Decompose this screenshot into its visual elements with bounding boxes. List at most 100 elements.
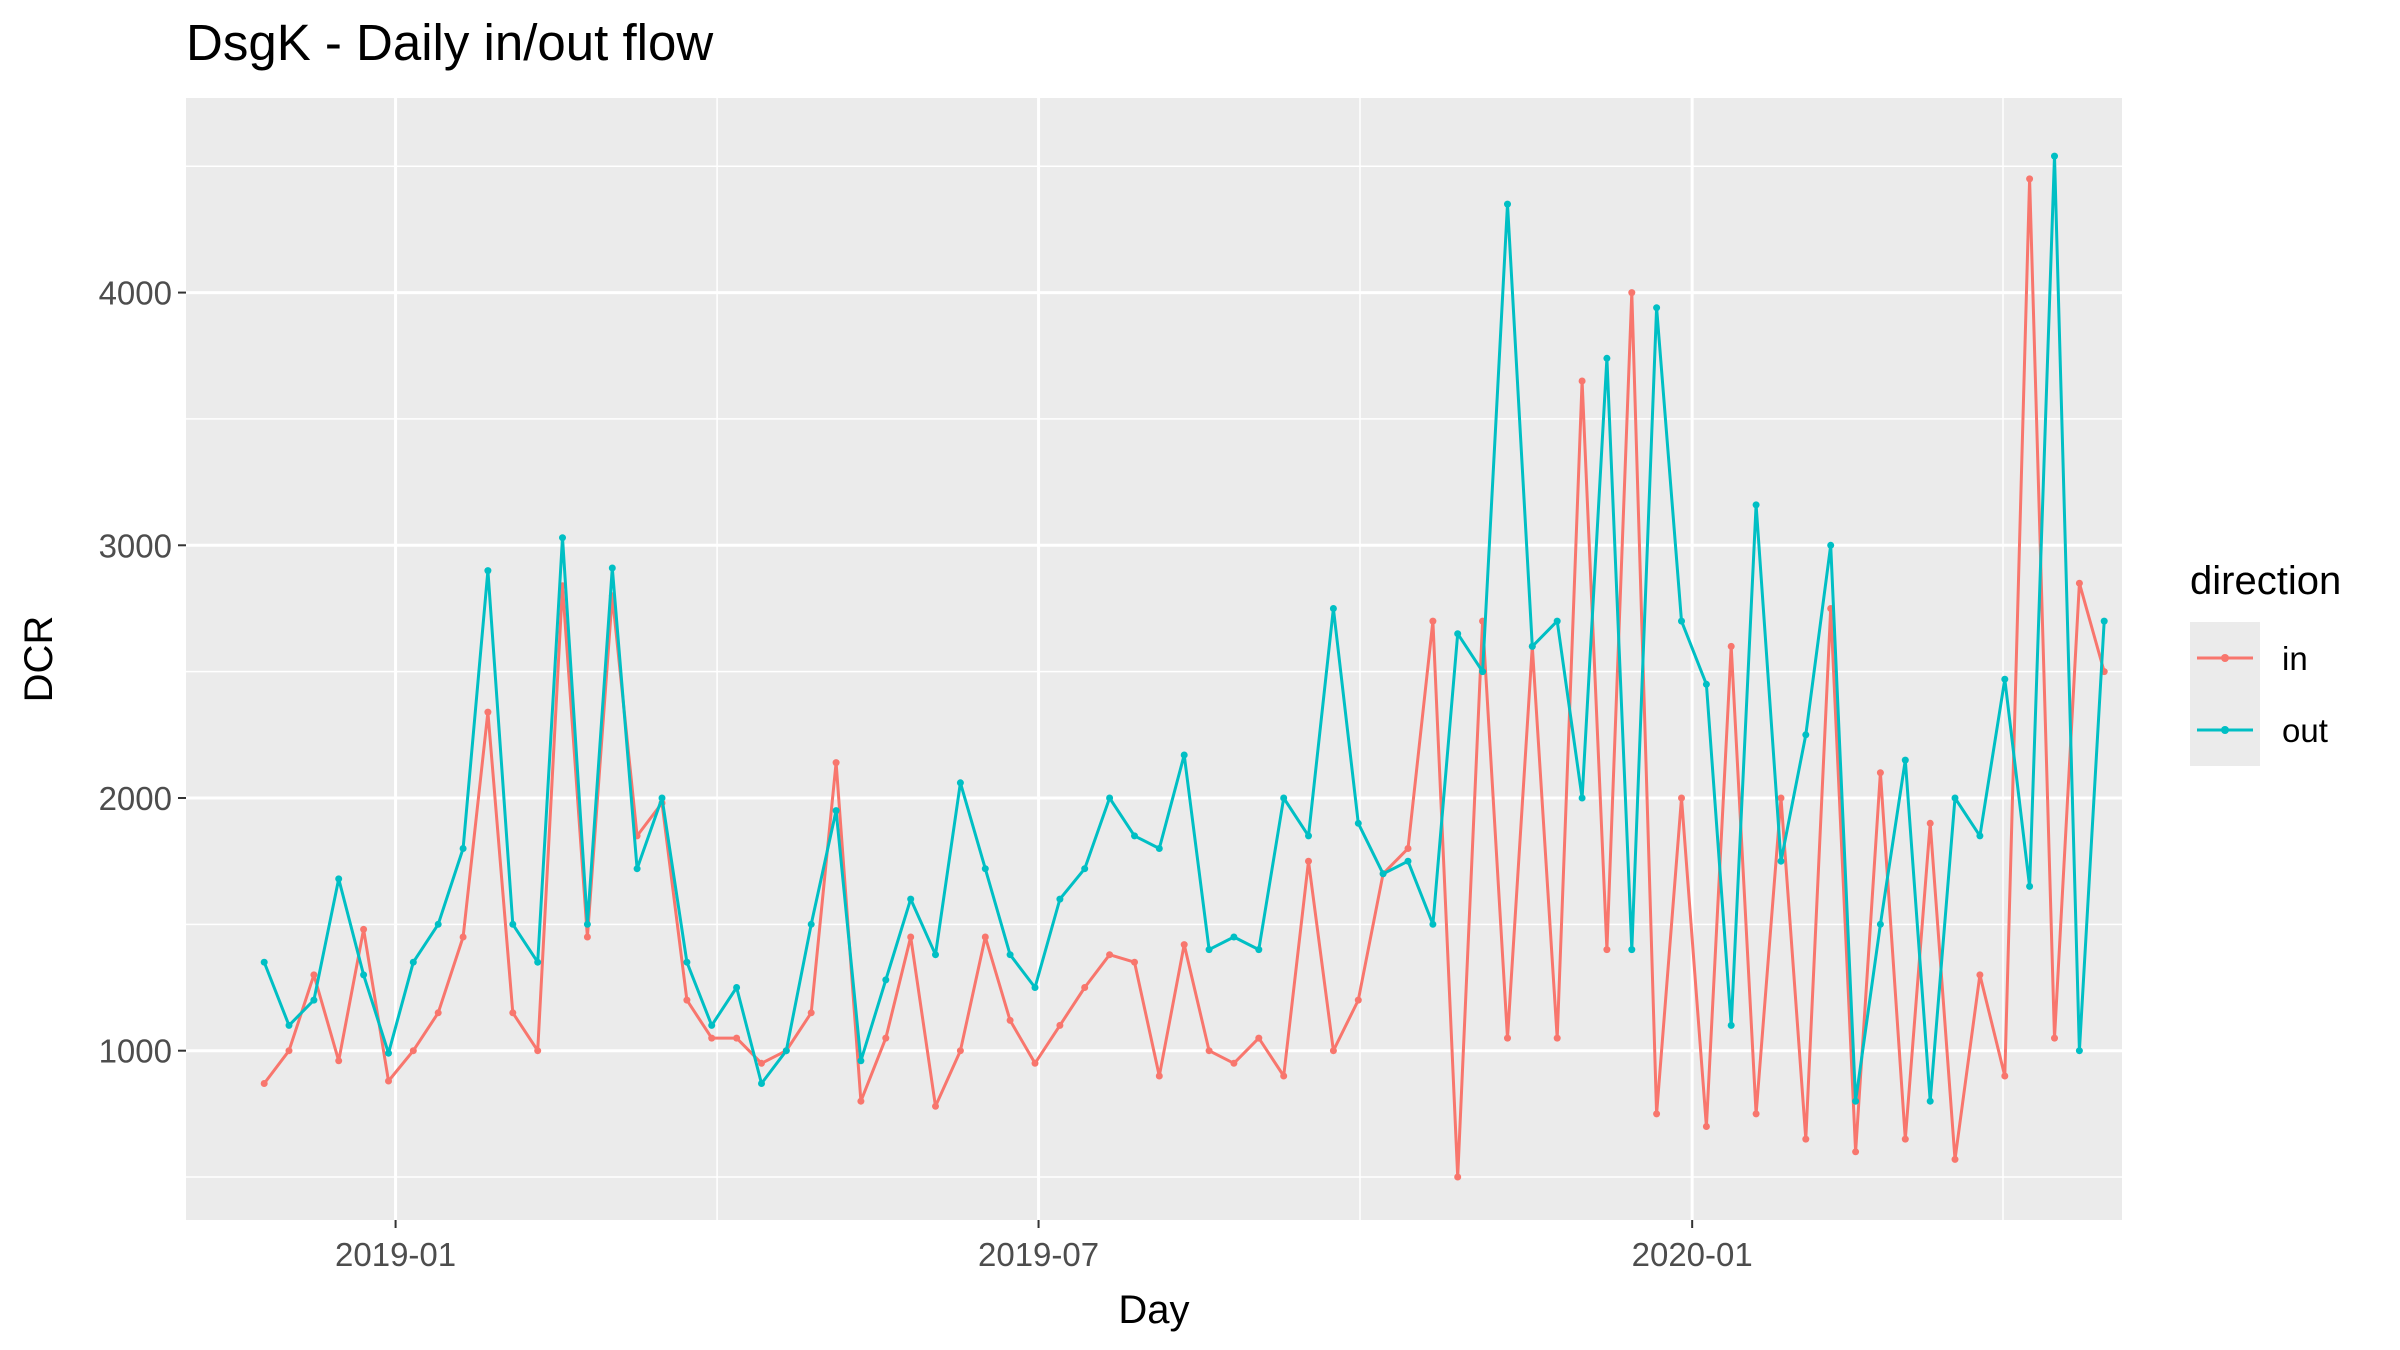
data-point-out <box>434 920 442 928</box>
data-point-out <box>2100 617 2108 625</box>
data-point-in <box>857 1097 865 1105</box>
series-in <box>260 175 2108 1181</box>
axis-ticks: 1000 2000 3000 4000 2019-01 2019-07 2020-01 <box>99 275 1753 1273</box>
data-point-out <box>1678 617 1685 625</box>
data-point-out <box>1702 680 1710 688</box>
data-point-in <box>832 759 840 767</box>
data-point-in <box>1205 1047 1213 1055</box>
data-point-in <box>1131 958 1138 966</box>
data-point-out <box>807 920 815 928</box>
legend-label: in <box>2282 640 2308 677</box>
data-point-out <box>1752 501 1760 509</box>
legend-key-point <box>2221 654 2229 662</box>
x-tick-label: 2019-07 <box>978 1236 1099 1273</box>
data-point-in <box>1678 794 1685 802</box>
data-point-in <box>2001 1072 2009 1080</box>
data-point-out <box>1727 1021 1735 1029</box>
data-point-out <box>559 534 566 542</box>
data-point-out <box>658 794 666 802</box>
data-point-out <box>459 845 467 852</box>
data-point-out <box>981 865 989 873</box>
legend-label: out <box>2282 712 2328 749</box>
data-point-out <box>1852 1097 1860 1105</box>
data-point-in <box>1155 1072 1163 1080</box>
x-tick-label: 2020-01 <box>1632 1236 1753 1273</box>
data-point-in <box>1578 377 1586 385</box>
data-point-in <box>1429 617 1437 625</box>
data-point-out <box>285 1021 293 1029</box>
data-point-in <box>335 1057 343 1065</box>
data-point-in <box>1876 769 1884 777</box>
data-point-in <box>882 1034 890 1042</box>
y-tick-label: 1000 <box>99 1033 172 1070</box>
data-point-in <box>1752 1110 1760 1118</box>
data-point-out <box>1926 1097 1934 1105</box>
data-point-in <box>1454 1173 1462 1181</box>
y-tick-label: 2000 <box>99 780 172 817</box>
series-out <box>260 152 2108 1105</box>
data-point-in <box>310 971 318 979</box>
data-point-in <box>285 1047 293 1055</box>
data-point-in <box>1329 1047 1337 1055</box>
data-point-out <box>857 1057 865 1065</box>
data-point-in <box>360 925 368 933</box>
data-point-out <box>1056 895 1064 903</box>
data-point-out <box>1155 845 1163 852</box>
data-point-out <box>534 958 542 966</box>
data-point-out <box>1901 756 1909 764</box>
data-point-out <box>1777 857 1785 865</box>
data-point-in <box>956 1047 964 1055</box>
data-point-out <box>310 996 318 1004</box>
data-point-out <box>1653 304 1661 312</box>
data-point-in <box>459 933 467 941</box>
data-point-in <box>1603 946 1611 954</box>
y-axis-title: DCR <box>17 616 61 703</box>
data-point-in <box>1802 1135 1810 1143</box>
data-point-in <box>1180 941 1188 949</box>
legend-title: direction <box>2190 559 2341 603</box>
data-point-out <box>1031 984 1039 991</box>
data-point-out <box>1006 951 1014 959</box>
grid-major <box>186 98 2122 1220</box>
data-point-out <box>1454 630 1462 638</box>
data-point-out <box>1305 832 1312 840</box>
data-point-out <box>1951 794 1959 802</box>
data-point-out <box>1827 541 1835 549</box>
data-point-out <box>2001 675 2009 683</box>
data-point-out <box>1504 200 1511 208</box>
data-point-out <box>1876 920 1884 928</box>
data-point-out <box>932 951 939 959</box>
data-point-out <box>409 958 417 966</box>
legend-item-out: out <box>2190 694 2328 766</box>
data-point-out <box>335 875 343 883</box>
data-point-out <box>907 895 915 903</box>
x-tick-label: 2019-01 <box>335 1236 456 1273</box>
data-point-out <box>509 920 517 928</box>
data-point-in <box>1702 1123 1710 1130</box>
data-point-in <box>1951 1155 1959 1163</box>
data-point-in <box>1653 1110 1661 1118</box>
y-tick-label: 3000 <box>99 527 172 564</box>
data-point-out <box>956 779 964 787</box>
data-point-out <box>1379 870 1387 878</box>
data-point-in <box>1404 845 1412 852</box>
data-point-in <box>385 1077 392 1085</box>
data-point-in <box>1553 1034 1561 1042</box>
series-layer <box>260 152 2108 1181</box>
data-point-in <box>409 1047 417 1055</box>
data-point-in <box>2026 175 2034 183</box>
data-point-in <box>932 1102 939 1110</box>
data-point-out <box>1603 354 1611 362</box>
data-point-in <box>733 1034 741 1042</box>
data-point-out <box>2026 882 2034 890</box>
data-point-out <box>1553 617 1561 625</box>
data-point-in <box>1230 1059 1238 1067</box>
data-point-in <box>758 1059 765 1067</box>
data-point-in <box>1976 971 1984 979</box>
data-point-out <box>782 1047 790 1055</box>
data-point-out <box>1528 642 1536 650</box>
data-point-in <box>1081 984 1089 991</box>
data-point-in <box>1852 1148 1860 1156</box>
data-point-out <box>2051 152 2058 160</box>
x-axis-title: Day <box>1118 1288 1189 1332</box>
